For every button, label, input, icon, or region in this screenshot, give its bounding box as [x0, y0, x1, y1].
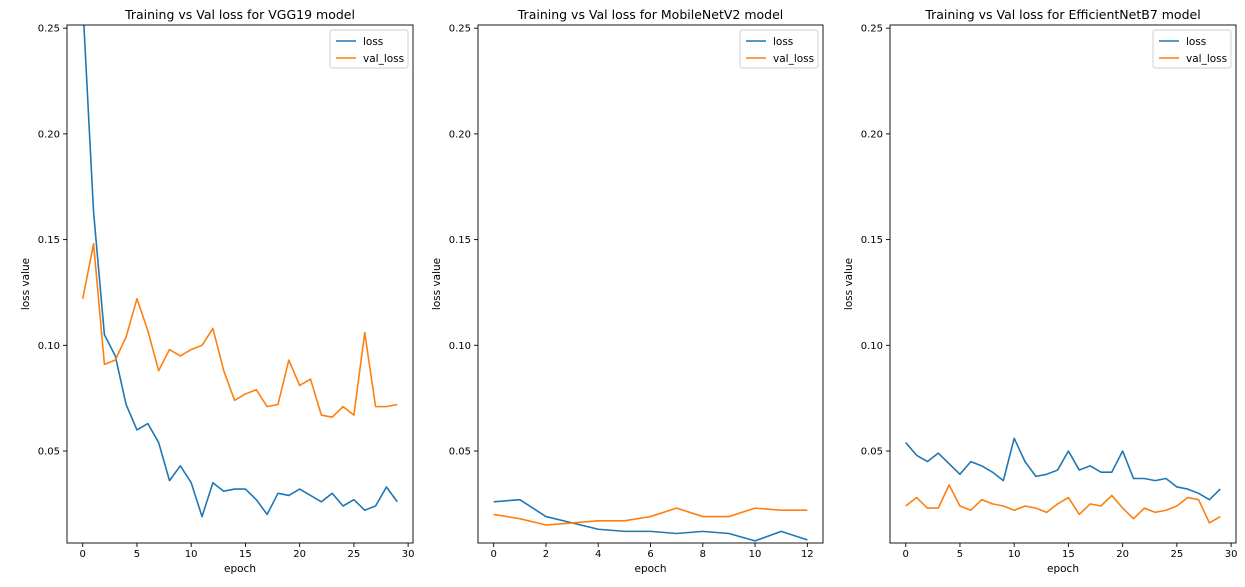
legend-label-val-loss: val_loss — [1186, 53, 1227, 65]
x-tick-label: 4 — [595, 549, 601, 560]
y-axis-label: loss value — [20, 258, 32, 310]
x-tick-label: 10 — [185, 549, 198, 560]
x-tick-label: 2 — [543, 549, 549, 560]
series-line-val-loss — [905, 484, 1221, 524]
y-axis-label: loss value — [843, 258, 855, 310]
legend-label-loss: loss — [773, 36, 793, 48]
chart-title: Training vs Val loss for EfficientNetB7 … — [924, 7, 1200, 22]
y-tick-label: 0.25 — [38, 24, 60, 35]
x-tick-label: 20 — [293, 549, 306, 560]
x-tick-label: 15 — [1062, 549, 1075, 560]
axes-frame — [477, 24, 824, 544]
y-tick-label: 0.15 — [38, 235, 60, 246]
legend-label-loss: loss — [1186, 36, 1206, 48]
series-line-loss — [905, 437, 1221, 501]
legend-label-val-loss: val_loss — [773, 53, 814, 65]
y-tick-label: 0.20 — [38, 129, 60, 140]
x-tick-label: 12 — [801, 549, 814, 560]
y-tick-label: 0.05 — [861, 447, 883, 458]
y-tick-label: 0.20 — [861, 129, 883, 140]
x-tick-label: 0 — [903, 549, 909, 560]
x-tick-label: 8 — [700, 549, 706, 560]
chart-2: Training vs Val loss for MobileNetV2 mod… — [431, 7, 824, 575]
x-tick-label: 10 — [749, 549, 762, 560]
legend-label-val-loss: val_loss — [363, 53, 404, 65]
chart-1: Training vs Val loss for VGG19 model 0 5 10… — [20, 7, 415, 575]
series-line-val-loss — [493, 507, 808, 526]
x-tick-label: 5 — [957, 549, 963, 560]
chart-3: Training vs Val loss for EfficientNetB7 … — [843, 7, 1237, 575]
x-axis-label: epoch — [1047, 563, 1079, 575]
y-tick-label: 0.05 — [449, 447, 471, 458]
y-tick-label: 0.10 — [38, 341, 60, 352]
y-tick-label: 0.20 — [449, 129, 471, 140]
y-tick-label: 0.15 — [861, 235, 883, 246]
x-tick-label: 30 — [402, 549, 415, 560]
legend-label-loss: loss — [363, 36, 383, 48]
legend: loss val_loss — [329, 29, 409, 69]
y-tick-label: 0.25 — [449, 24, 471, 35]
x-tick-label: 25 — [1171, 549, 1184, 560]
chart-title: Training vs Val loss for MobileNetV2 mod… — [517, 7, 784, 22]
y-tick-label: 0.10 — [449, 341, 471, 352]
x-tick-label: 0 — [80, 549, 86, 560]
series-line-loss — [83, 25, 398, 518]
y-axis-label: loss value — [431, 258, 443, 310]
x-tick-label: 15 — [239, 549, 252, 560]
axes-frame — [889, 24, 1237, 544]
legend: loss val_loss — [1152, 29, 1232, 69]
x-tick-label: 6 — [647, 549, 653, 560]
legend: loss val_loss — [739, 29, 819, 69]
chart-title: Training vs Val loss for VGG19 model — [124, 7, 355, 22]
y-tick-label: 0.05 — [38, 447, 60, 458]
y-tick-label: 0.15 — [449, 235, 471, 246]
axes-frame — [66, 24, 414, 544]
x-axis-label: epoch — [635, 563, 667, 575]
series-line-loss — [493, 498, 808, 542]
series-line-val-loss — [81, 243, 398, 419]
x-tick-label: 30 — [1225, 549, 1238, 560]
x-tick-label: 25 — [348, 549, 361, 560]
x-tick-label: 20 — [1116, 549, 1129, 560]
y-tick-label: 0.10 — [861, 341, 883, 352]
x-axis-label: epoch — [224, 563, 256, 575]
x-tick-label: 0 — [490, 549, 496, 560]
x-tick-label: 5 — [134, 549, 140, 560]
y-tick-label: 0.25 — [861, 24, 883, 35]
x-tick-label: 10 — [1008, 549, 1021, 560]
